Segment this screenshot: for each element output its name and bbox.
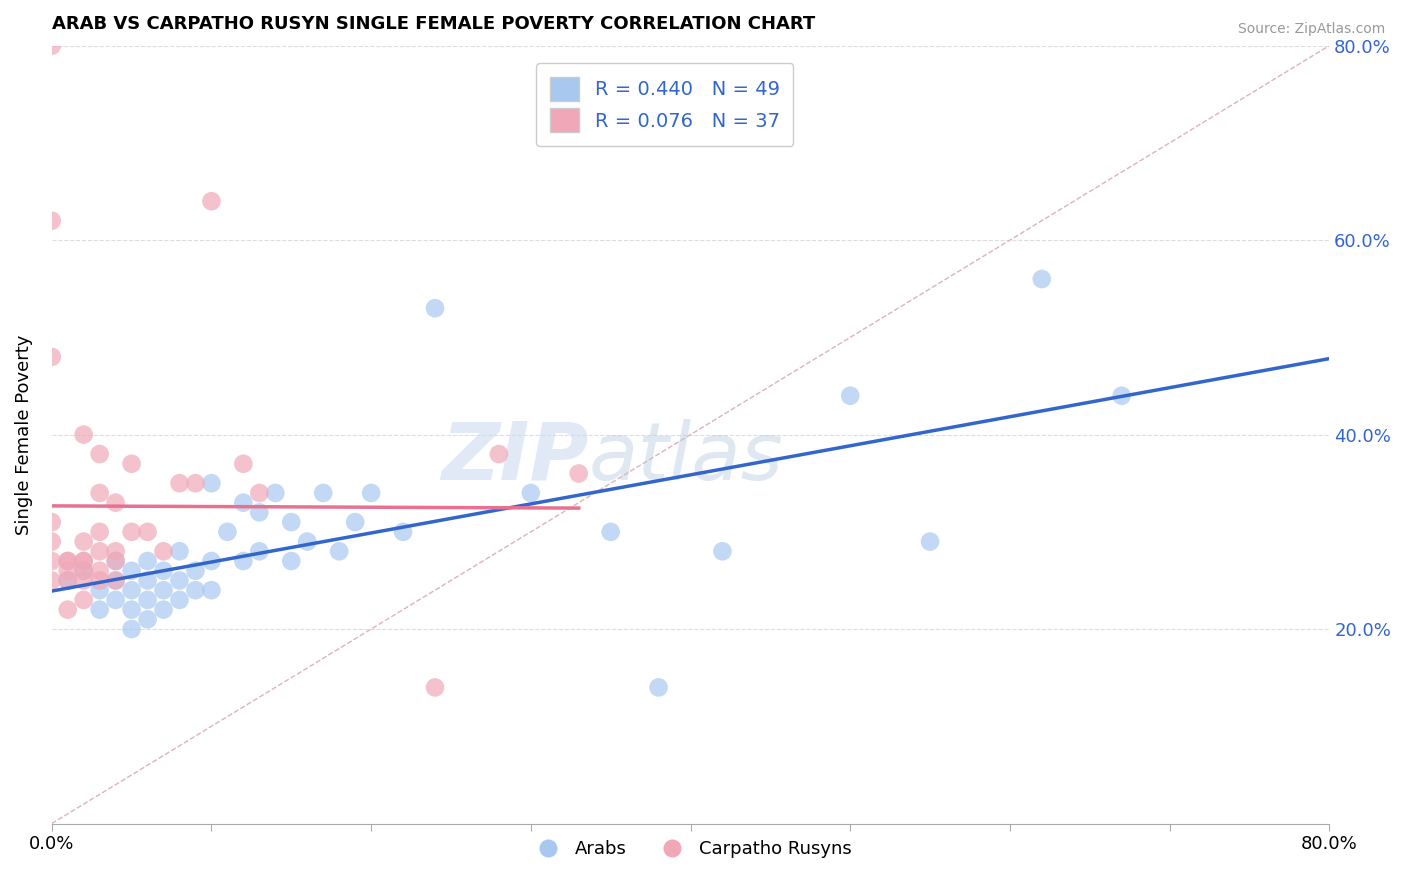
Point [200,194,222,209]
Point [104,554,127,568]
Point [41,38,63,53]
Point [152,602,174,616]
Point [200,554,222,568]
Point [360,486,382,500]
Point [169,574,191,588]
Point [169,593,191,607]
Point [488,447,510,461]
Point [568,467,591,481]
Point [41,554,63,568]
Point [392,524,415,539]
Point [169,544,191,558]
Point [136,593,159,607]
Point [73,427,96,442]
Point [73,534,96,549]
Point [711,544,734,558]
Point [520,486,543,500]
Point [232,457,254,471]
Point [73,554,96,568]
Point [152,583,174,598]
Point [423,301,446,316]
Point [312,486,335,500]
Point [200,476,222,491]
Point [89,564,111,578]
Point [89,524,111,539]
Point [121,564,143,578]
Point [56,564,79,578]
Point [599,524,621,539]
Point [104,544,127,558]
Point [89,574,111,588]
Point [56,554,79,568]
Point [41,213,63,227]
Point [264,486,287,500]
Point [104,496,127,510]
Point [217,524,239,539]
Point [232,496,254,510]
Point [121,583,143,598]
Point [647,681,669,695]
Point [41,350,63,364]
Point [136,612,159,626]
Point [344,515,367,529]
Point [328,544,350,558]
Point [423,681,446,695]
Point [104,593,127,607]
Point [73,574,96,588]
Point [280,515,302,529]
Point [89,486,111,500]
Point [73,554,96,568]
Point [104,574,127,588]
Point [104,554,127,568]
Point [247,486,270,500]
Point [184,476,207,491]
Text: ZIP: ZIP [441,419,588,497]
Text: atlas: atlas [588,419,783,497]
Point [184,564,207,578]
Point [136,574,159,588]
Point [184,583,207,598]
Point [89,583,111,598]
Point [247,505,270,519]
Point [200,583,222,598]
Point [104,574,127,588]
Y-axis label: Single Female Poverty: Single Female Poverty [15,334,32,535]
Point [89,602,111,616]
Point [73,564,96,578]
Point [121,524,143,539]
Point [1031,272,1053,286]
Point [56,574,79,588]
Point [136,554,159,568]
Point [1111,389,1133,403]
Point [56,574,79,588]
Point [280,554,302,568]
Text: ARAB VS CARPATHO RUSYN SINGLE FEMALE POVERTY CORRELATION CHART: ARAB VS CARPATHO RUSYN SINGLE FEMALE POV… [52,15,815,33]
Point [121,622,143,636]
Point [41,574,63,588]
Point [73,593,96,607]
Point [56,554,79,568]
Point [232,554,254,568]
Point [73,564,96,578]
Point [41,515,63,529]
Text: Source: ZipAtlas.com: Source: ZipAtlas.com [1237,22,1385,37]
Point [89,447,111,461]
Point [297,534,319,549]
Point [169,476,191,491]
Point [152,564,174,578]
Point [121,602,143,616]
Point [136,524,159,539]
Point [247,544,270,558]
Point [121,457,143,471]
Point [152,544,174,558]
Point [56,602,79,616]
Legend: Arabs, Carpatho Rusyns: Arabs, Carpatho Rusyns [522,832,859,865]
Point [839,389,862,403]
Point [89,544,111,558]
Point [41,534,63,549]
Point [918,534,941,549]
